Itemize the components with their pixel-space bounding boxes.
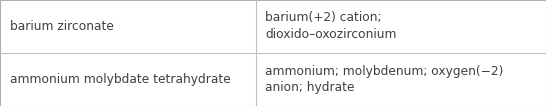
Text: ammonium; molybdenum; oxygen(−2)
anion; hydrate: ammonium; molybdenum; oxygen(−2) anion; …: [265, 64, 504, 95]
Text: barium(+2) cation;
dioxido–oxozirconium: barium(+2) cation; dioxido–oxozirconium: [265, 11, 397, 42]
Text: barium zirconate: barium zirconate: [10, 20, 114, 33]
Text: ammonium molybdate tetrahydrate: ammonium molybdate tetrahydrate: [10, 73, 230, 86]
